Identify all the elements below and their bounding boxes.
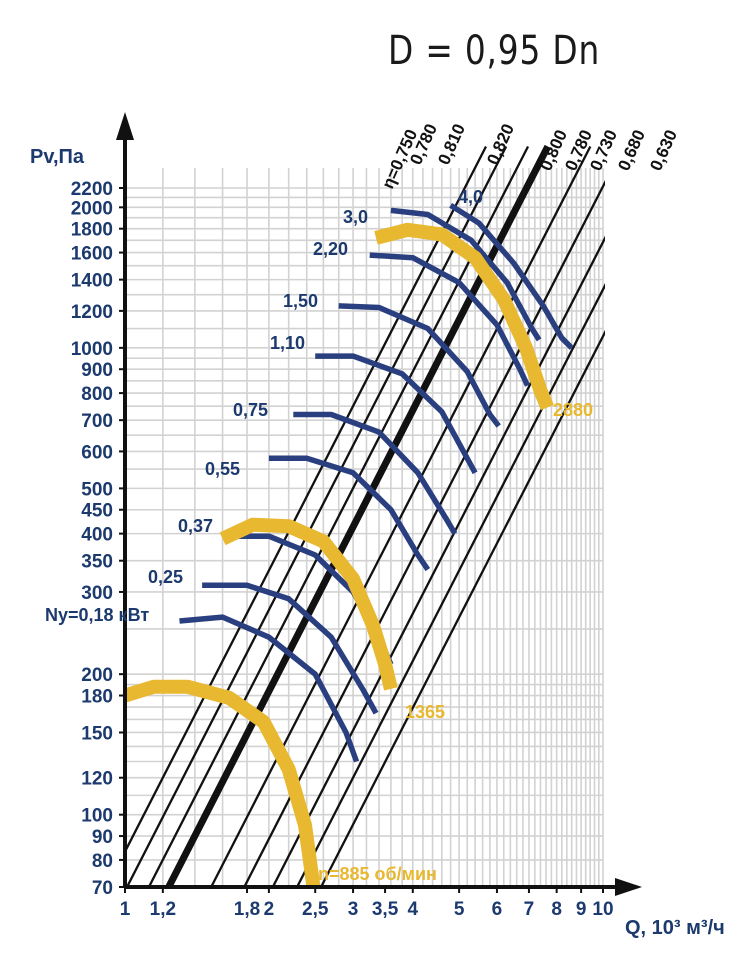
- y-tick-label: 90: [92, 827, 113, 848]
- x-tick-label: 1: [120, 899, 131, 920]
- efficiency-line: [319, 329, 605, 887]
- power-curve-label: 1,50: [283, 291, 318, 311]
- power-curve-label: 0,25: [148, 567, 183, 587]
- y-tick-label: 350: [81, 552, 113, 573]
- y-tick-label: 1000: [71, 339, 113, 360]
- y-tick-label: 180: [81, 687, 113, 708]
- y-tick-label: 500: [81, 479, 113, 500]
- y-tick-label: 1400: [71, 271, 113, 292]
- x-tick-label: 9: [576, 899, 587, 920]
- y-tick-label: 2000: [71, 198, 113, 219]
- x-tick-label: 10: [592, 899, 613, 920]
- power-curve: [268, 455, 431, 572]
- speed-curve: [219, 517, 398, 691]
- efficiency-label: 0,680: [614, 127, 649, 174]
- axes: [116, 112, 642, 896]
- x-tick-label: 2: [264, 899, 275, 920]
- y-tick-label: 700: [81, 411, 113, 432]
- x-tick-label: 3: [348, 899, 359, 920]
- efficiency-line: [271, 235, 605, 887]
- power-curve: [202, 582, 379, 715]
- power-curve-label: 3,0: [343, 207, 368, 227]
- x-axis-label: Q, 10³ м³/ч: [625, 917, 725, 939]
- y-tick-label: 1600: [71, 244, 113, 265]
- speed-curves: [122, 222, 554, 888]
- y-tick-label: 2200: [71, 179, 113, 200]
- power-curve: [369, 252, 530, 387]
- speed-curve: [374, 222, 554, 411]
- speed-curve: [122, 679, 321, 888]
- y-tick-label: 600: [81, 442, 113, 463]
- x-tick-label: 1,2: [150, 899, 176, 920]
- y-tick-label: 900: [81, 360, 113, 381]
- chart-title: D = 0,95 Dn: [388, 28, 601, 74]
- y-tick-label: 120: [81, 769, 113, 790]
- y-axis-arrow: [116, 112, 134, 140]
- power-curve: [390, 207, 542, 342]
- power-curve: [449, 202, 574, 350]
- x-tick-label: 8: [551, 899, 562, 920]
- x-tick-label: 5: [454, 899, 465, 920]
- x-tick-label: 1,8: [234, 899, 260, 920]
- y-tick-label: 80: [92, 851, 113, 872]
- speed-curve-label: n=885 об/мин: [318, 864, 437, 884]
- power-curve: [179, 614, 360, 763]
- power-curve-label: Ny=0,18 кВт: [45, 605, 149, 625]
- y-tick-label: 200: [81, 665, 113, 686]
- power-curve: [315, 353, 478, 475]
- power-curve-label: 0,55: [205, 459, 240, 479]
- x-tick-label: 2,5: [302, 899, 329, 920]
- y-tick-label: 400: [81, 525, 113, 546]
- y-tick-label: 100: [81, 806, 113, 827]
- x-tick-label: 6: [492, 899, 503, 920]
- efficiency-line: [295, 283, 605, 887]
- y-tick-label: 800: [81, 384, 113, 405]
- speed-curve-label: 2880: [553, 400, 593, 420]
- power-curve: [338, 303, 501, 428]
- curve-labels: Ny=0,18 кВт 0,25 0,37 0,55 0,75 1,10 1,50 2,20 3…: [45, 187, 593, 884]
- power-curve-label: 1,10: [270, 333, 305, 353]
- y-axis-label: Pv,Па: [30, 146, 85, 168]
- efficiency-label: 0,630: [646, 127, 681, 174]
- efficiency-label: 0,810: [434, 121, 469, 168]
- x-axis-arrow: [615, 878, 642, 896]
- x-tick-label: 4: [407, 899, 418, 920]
- y-tick-label: 450: [81, 501, 113, 522]
- y-tick-label: 70: [92, 878, 113, 899]
- y-tick-label: 300: [81, 583, 113, 604]
- y-tick-label: 1200: [71, 302, 113, 323]
- x-tick-label: 3,5: [372, 899, 399, 920]
- power-curve-label: 0,75: [233, 400, 268, 420]
- y-tick-label: 1800: [71, 220, 113, 241]
- power-curve-label: 2,20: [313, 239, 348, 259]
- power-curve-label: 4,0: [458, 187, 483, 207]
- power-curve-label: 0,37: [178, 516, 213, 536]
- x-tick-label: 7: [524, 899, 535, 920]
- y-tick-label: 150: [81, 723, 113, 744]
- efficiency-line: [209, 145, 592, 887]
- speed-curve-label: 1365: [405, 702, 445, 722]
- grid: [124, 168, 604, 888]
- efficiency-label: 0,820: [483, 121, 518, 168]
- power-curve: [293, 411, 458, 535]
- efficiency-line: [147, 145, 530, 887]
